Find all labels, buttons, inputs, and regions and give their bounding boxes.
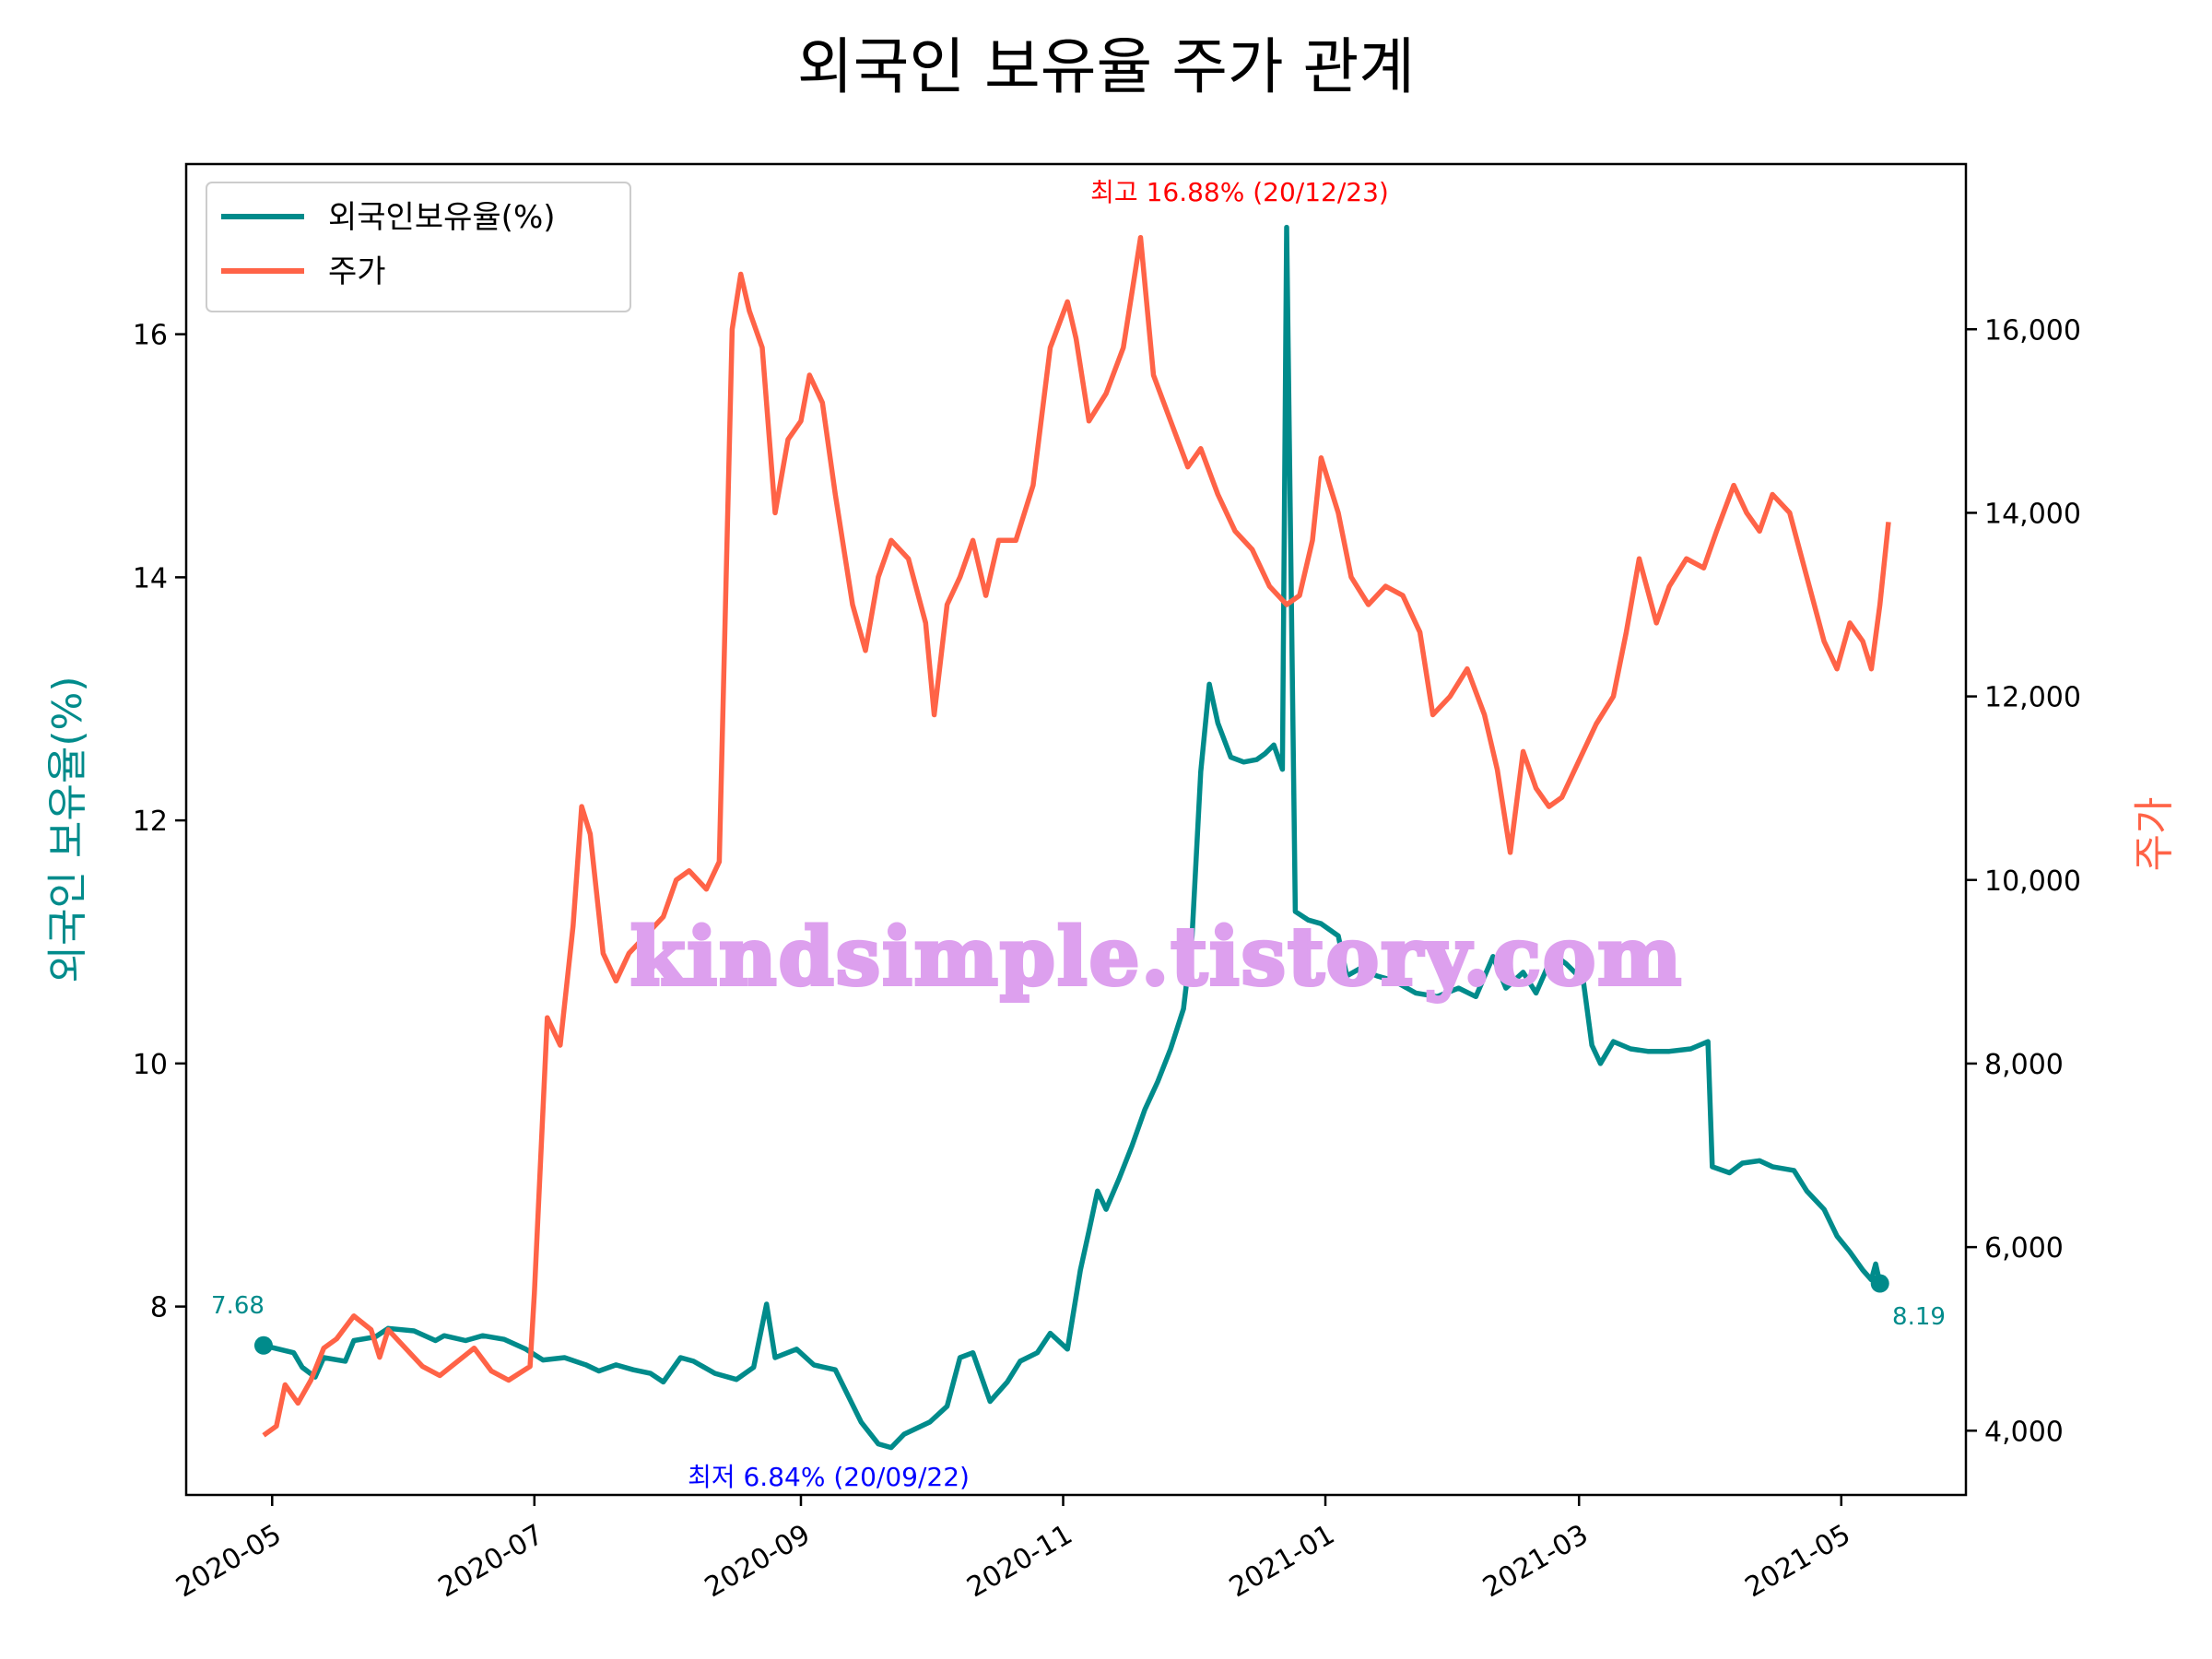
y-left-tick-label-14: 14 <box>133 562 168 594</box>
y-right-tick-label-6000: 6,000 <box>1984 1232 2064 1265</box>
y-axis-label-left: 외국인 보유율(%) <box>44 676 91 982</box>
series-line-foreign-ratio <box>263 224 1883 1451</box>
watermark: kindsimple.tistory.com <box>630 911 1683 1004</box>
y-left-tick-label-8: 8 <box>150 1292 168 1324</box>
y-right-tick-label-10000: 10,000 <box>1984 865 2081 898</box>
legend-box <box>206 182 631 312</box>
y-axis-label-right: 주가 <box>2131 797 2178 872</box>
y-right-tick-label-14000: 14,000 <box>1984 498 2081 530</box>
y-right-tick-label-4000: 4,000 <box>1984 1416 2064 1448</box>
y-left-tick-label-16: 16 <box>133 320 168 352</box>
end-point-marker <box>1870 1274 1889 1293</box>
legend: 외국인보유율(%) 주가 <box>206 182 631 312</box>
x-tick-label-2020-05: 2020-05 <box>171 1518 287 1604</box>
x-tick-label-2020-09: 2020-09 <box>700 1518 816 1604</box>
x-tick-label-2021-03: 2021-03 <box>1477 1518 1594 1604</box>
series-line-stock-price <box>262 234 1891 1438</box>
x-tick-label-2021-01: 2021-01 <box>1224 1518 1340 1604</box>
y-right-tick-label-8000: 8,000 <box>1984 1049 2064 1081</box>
start-value-label: 7.68 <box>211 1292 265 1320</box>
y-left-tick-label-10: 10 <box>133 1049 168 1081</box>
y-left-tick-label-12: 12 <box>133 806 168 838</box>
min-annotation: 최저 6.84% (20/09/22) <box>688 1462 970 1492</box>
plot-elements: 2020-05 2020-07 2020-09 2020-11 2021-01 2021-… <box>133 162 2081 1604</box>
y-right-tick-label-16000: 16,000 <box>1984 314 2081 347</box>
start-point-marker <box>253 1335 273 1355</box>
legend-label-price: 주가 <box>328 253 386 290</box>
x-tick-label-2020-07: 2020-07 <box>433 1518 549 1604</box>
plot-frame <box>184 162 1968 1497</box>
chart-title: 외국인 보유율 주가 관계 <box>797 31 1415 102</box>
y-right-tick-label-12000: 12,000 <box>1984 682 2081 714</box>
end-value-label: 8.19 <box>1892 1303 1946 1331</box>
x-tick-label-2020-11: 2020-11 <box>961 1518 1077 1604</box>
legend-label-foreign: 외국인보유율(%) <box>328 199 556 236</box>
x-tick-label-2021-05: 2021-05 <box>1740 1518 1856 1604</box>
max-annotation: 최고 16.88% (20/12/23) <box>1090 177 1389 207</box>
